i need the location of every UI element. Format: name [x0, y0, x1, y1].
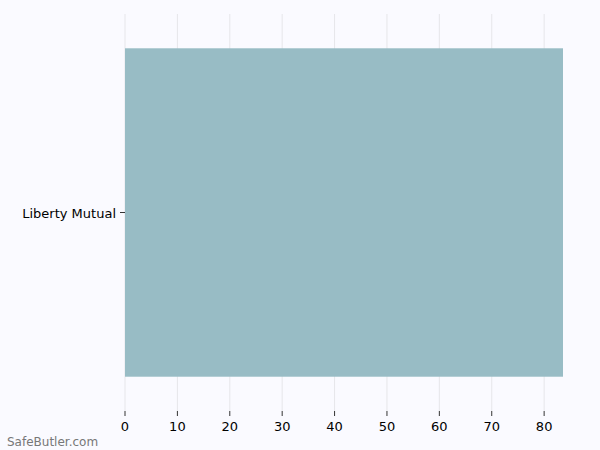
x-tick	[125, 411, 126, 416]
x-tick	[282, 411, 283, 416]
x-tick-label: 20	[222, 419, 239, 434]
watermark: SafeButler.com	[7, 435, 98, 449]
x-tick-label: 70	[483, 419, 500, 434]
x-tick-label: 60	[431, 419, 448, 434]
x-tick	[544, 411, 545, 416]
bar	[125, 48, 563, 376]
x-tick	[439, 411, 440, 416]
x-tick-label: 30	[274, 419, 291, 434]
x-tick-label: 40	[326, 419, 343, 434]
x-tick	[491, 411, 492, 416]
chart: 0 10 20 30 40 50 60 70 80 Liberty Mutual SafeButle…	[0, 0, 600, 450]
x-tick	[229, 411, 230, 416]
y-tick-label: Liberty Mutual	[22, 206, 116, 221]
bars	[125, 48, 563, 376]
x-tick-label: 50	[379, 419, 396, 434]
x-tick	[386, 411, 387, 416]
x-tick	[177, 411, 178, 416]
y-tick	[120, 212, 125, 213]
x-tick-label: 10	[169, 419, 186, 434]
background	[0, 0, 600, 450]
x-tick-label: 80	[536, 419, 553, 434]
x-tick-label: 0	[121, 419, 129, 434]
x-tick	[334, 411, 335, 416]
